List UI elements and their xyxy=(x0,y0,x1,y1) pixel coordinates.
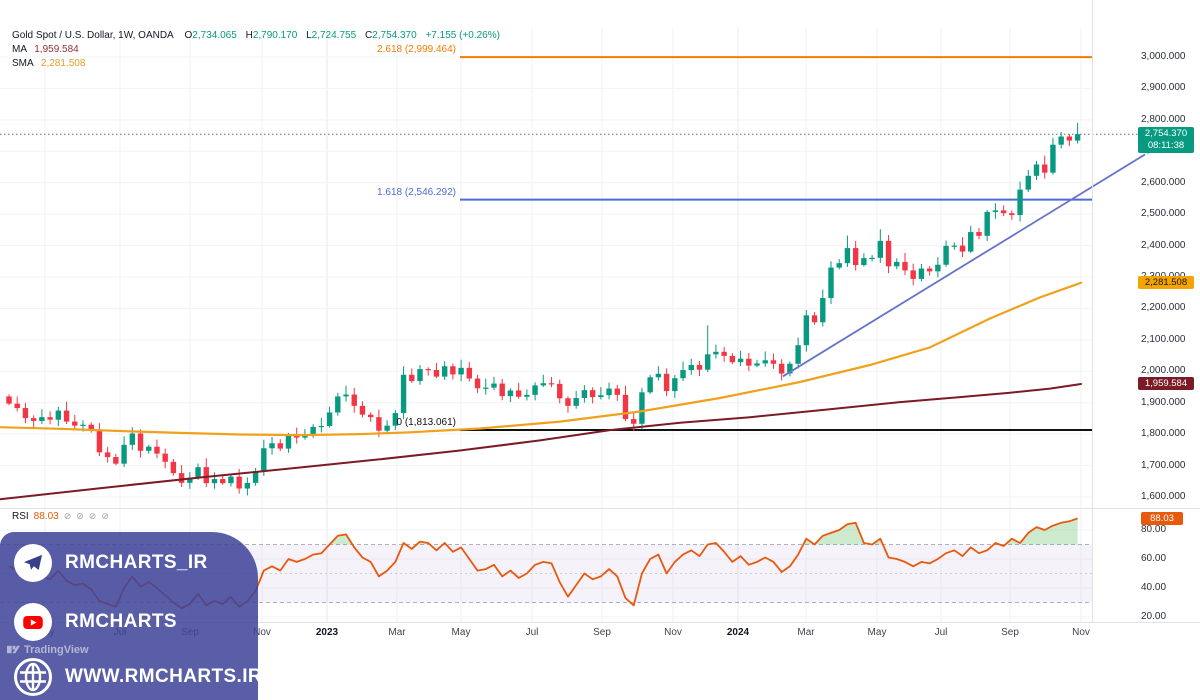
eye-icon[interactable]: ⊘ xyxy=(63,511,72,521)
candles xyxy=(6,122,1081,496)
price-tick-label: 3,000.000 xyxy=(1141,51,1186,62)
price-tick-label: 1,700.000 xyxy=(1141,459,1186,471)
time-tick-month: Mar xyxy=(388,627,406,638)
time-tick-month: Jul xyxy=(525,627,539,638)
sma-line[interactable] xyxy=(0,281,1083,437)
time-tick-month: Nov xyxy=(253,627,271,638)
sma-price-badge: 2,281.508 xyxy=(1138,275,1194,289)
branding-overlay: RMCHARTS_IR RMCHARTS WWW.RMCHARTS.IR xyxy=(0,532,262,700)
rsi-tick-label: 80.00 xyxy=(1141,524,1167,535)
time-tick-month: Sep xyxy=(1001,627,1019,638)
fib-level-label[interactable]: 0 (1,813.061) xyxy=(396,417,457,429)
symbol-title[interactable]: Gold Spot / U.S. Dollar, 1W, OANDA xyxy=(12,30,174,41)
price-tick-label: 2,800.000 xyxy=(1141,113,1186,125)
price-tick-label: 1,800.000 xyxy=(1141,428,1186,440)
time-tick-month: Mar xyxy=(797,627,815,638)
close-label: C xyxy=(364,30,373,41)
bar-countdown: 08:11:38 xyxy=(1147,140,1185,152)
high-label: H xyxy=(245,30,253,41)
sma-value: 2,281.508 xyxy=(40,58,86,69)
open-value: 2,734.065 xyxy=(192,30,237,41)
open-label: O xyxy=(184,30,193,41)
price-tick-label: 2,200.000 xyxy=(1141,302,1186,314)
time-tick-month: Sep xyxy=(593,627,611,638)
website-url: WWW.RMCHARTS.IR xyxy=(65,666,263,687)
time-tick-month: May xyxy=(867,627,887,638)
delete-icon[interactable]: ⊘ xyxy=(88,511,97,521)
fib-level-label[interactable]: 1.618 (2,546.292) xyxy=(377,186,456,198)
high-value: 2,790.170 xyxy=(252,30,298,41)
time-tick-year: 2024 xyxy=(726,627,750,638)
price-tick-label: 2,600.000 xyxy=(1141,176,1186,188)
fib-level-label[interactable]: 2.618 (2,999.464) xyxy=(377,44,456,56)
youtube-icon xyxy=(14,603,52,641)
rsi-tick-label: 20.00 xyxy=(1141,611,1167,622)
low-label: L xyxy=(306,30,312,41)
time-axis-separator xyxy=(0,622,1200,623)
price-tick-label: 1,600.000 xyxy=(1141,491,1186,502)
price-tick-label: 2,400.000 xyxy=(1141,239,1186,251)
trendline[interactable] xyxy=(782,153,1146,378)
price-scale-separator xyxy=(1092,0,1093,622)
change-value: +7.155 (+0.26%) xyxy=(425,30,500,41)
telegram-icon xyxy=(14,544,52,582)
fib-lines[interactable] xyxy=(460,56,1092,432)
settings-icon[interactable]: ⊘ xyxy=(76,511,84,521)
ma-value: 1,959.584 xyxy=(34,44,79,55)
last-price-badge: 2,754.370 08:11:38 xyxy=(1138,127,1194,154)
tradingview-logo-icon xyxy=(7,645,20,654)
sma-label[interactable]: SMA xyxy=(12,58,34,69)
ma-line[interactable] xyxy=(0,383,1082,501)
price-tick-label: 2,100.000 xyxy=(1141,333,1186,345)
more-icon[interactable]: ⊘ xyxy=(101,511,109,521)
rsi-label[interactable]: RSI xyxy=(12,511,29,522)
low-value: 2,724.755 xyxy=(311,30,357,41)
price-tick-label: 2,000.000 xyxy=(1141,365,1186,377)
rsi-value: 88.03 xyxy=(33,511,59,522)
pane-separator[interactable] xyxy=(0,508,1200,509)
price-tick-label: 2,900.000 xyxy=(1141,82,1186,94)
close-value: 2,754.370 xyxy=(372,30,417,41)
symbol-legend: Gold Spot / U.S. Dollar, 1W, OANDA O2,73… xyxy=(12,29,500,71)
youtube-row: RMCHARTS xyxy=(14,603,258,641)
globe-icon xyxy=(14,658,52,696)
watermark-text: TradingView xyxy=(24,643,89,656)
ma-price-badge: 1,959.584 xyxy=(1138,376,1194,390)
price-tick-label: 1,900.000 xyxy=(1141,396,1186,408)
ma-label[interactable]: MA xyxy=(12,44,27,55)
telegram-handle: RMCHARTS_IR xyxy=(65,552,208,573)
rsi-tick-label: 40.00 xyxy=(1141,582,1167,593)
time-tick-year: 2023 xyxy=(315,627,339,638)
time-tick-month: Jul xyxy=(934,627,948,638)
tradingview-watermark: TradingView xyxy=(7,643,89,656)
time-tick-month: Nov xyxy=(664,627,682,638)
time-tick-month: May xyxy=(451,627,471,638)
last-price-value: 2,754.370 xyxy=(1144,128,1188,140)
time-tick-month: Nov xyxy=(1072,627,1090,638)
rsi-tick-label: 60.00 xyxy=(1141,553,1167,564)
telegram-row: RMCHARTS_IR xyxy=(14,532,258,586)
rsi-value-badge: 88.03 xyxy=(1141,511,1183,525)
youtube-handle: RMCHARTS xyxy=(65,611,177,632)
gridlines xyxy=(0,28,1092,622)
rsi-legend: RSI 88.03 ⊘ ⊘ ⊘ ⊘ xyxy=(12,511,109,522)
website-row: WWW.RMCHARTS.IR xyxy=(14,658,262,696)
price-tick-label: 2,500.000 xyxy=(1141,208,1186,220)
